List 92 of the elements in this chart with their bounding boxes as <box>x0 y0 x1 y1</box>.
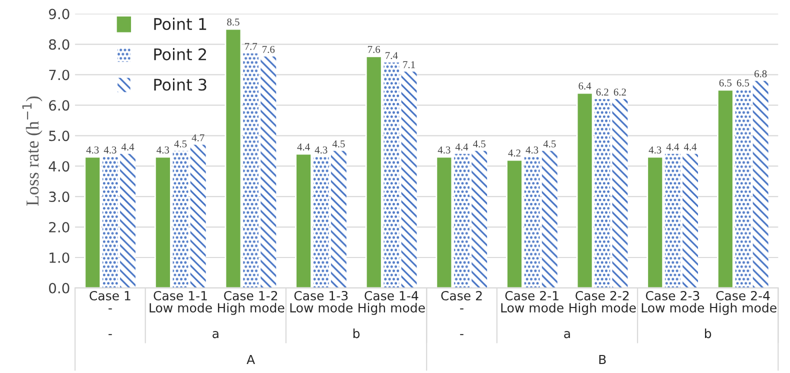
text: A <box>246 354 255 364</box>
data-label: 4.2 <box>508 150 520 157</box>
x-tick-label: Case 2 - <box>441 290 482 310</box>
data-label: 4.3 <box>104 146 116 154</box>
bar <box>576 92 594 288</box>
x-tick-label: Case 2-1 Low mode <box>501 290 564 313</box>
text: B <box>599 354 606 364</box>
bar <box>682 154 698 288</box>
data-label: 7.1 <box>403 61 415 68</box>
bar <box>646 156 664 288</box>
bar <box>295 153 312 288</box>
data-label: 4.5 <box>332 140 345 148</box>
text: a <box>212 331 218 338</box>
y-tick-label: 6.0 <box>49 100 70 111</box>
legend-label: Point 3 <box>154 78 206 91</box>
y-tick-label: 5.0 <box>49 130 70 142</box>
text: b <box>705 328 712 338</box>
data-label: 6.5 <box>736 79 750 86</box>
bar <box>735 90 751 288</box>
data-label: 4.4 <box>684 143 697 150</box>
bar <box>365 56 382 288</box>
text: - <box>460 334 464 336</box>
data-label: 7.7 <box>245 42 258 50</box>
bar <box>384 62 400 288</box>
bar <box>154 156 172 288</box>
text: - <box>108 334 112 336</box>
x-tick-label: Case 1-1 Low mode <box>150 290 212 313</box>
bar <box>716 89 734 288</box>
data-label: 4.4 <box>666 143 680 150</box>
data-label: 4.3 <box>314 146 328 154</box>
data-label: 6.4 <box>578 82 592 90</box>
data-label: 4.5 <box>473 140 486 148</box>
y-tick-label: 4.0 <box>48 161 70 172</box>
x-tick-label: Case 1-2 High mode <box>218 290 284 315</box>
x-tick-label: Case 1-3 Low mode <box>290 290 352 313</box>
bar <box>752 80 768 288</box>
x-tick-label: Case 1 - <box>90 290 130 310</box>
bar <box>313 156 329 288</box>
bar <box>102 156 118 288</box>
data-label: 4.3 <box>86 146 99 154</box>
data-label: 4.4 <box>121 143 134 150</box>
y-tick-label: 9.0 <box>48 8 70 20</box>
bar <box>260 56 276 288</box>
data-label: 7.6 <box>368 46 380 53</box>
y-tick-label: 3.0 <box>49 192 70 202</box>
y-tick-label: 0.0 <box>49 282 70 294</box>
bar <box>506 159 523 288</box>
bar <box>524 156 540 288</box>
data-label: 4.5 <box>174 140 187 148</box>
bar <box>664 154 680 288</box>
y-tick-label: 1.0 <box>50 252 70 263</box>
data-label: 6.2 <box>596 88 608 96</box>
data-label: 8.5 <box>227 18 240 26</box>
data-label: 6.2 <box>614 88 626 96</box>
text: a <box>564 331 570 338</box>
bar <box>612 99 628 288</box>
bar <box>542 150 558 288</box>
data-label: 4.4 <box>455 143 468 150</box>
data-label: 4.3 <box>648 146 662 154</box>
data-label: 4.3 <box>438 146 450 154</box>
x-tick-label: Case 2-3 Low mode <box>642 290 704 313</box>
bar <box>594 99 610 288</box>
y-tick-label: 7.0 <box>49 70 70 80</box>
bar <box>401 72 417 288</box>
legend-label: Point 2 <box>154 48 206 60</box>
legend-label: Point 1 <box>154 18 206 30</box>
bar <box>190 144 206 288</box>
y-tick-label: 8.0 <box>49 39 70 50</box>
y-tick-label: 2.0 <box>49 222 70 233</box>
x-tick-label: Case 2-2 High mode <box>570 290 636 315</box>
data-label: 4.3 <box>526 146 538 154</box>
bar <box>120 154 136 288</box>
data-label: 4.7 <box>192 134 204 142</box>
bar <box>454 154 470 288</box>
data-label: 6.5 <box>719 79 732 86</box>
bar <box>436 156 453 288</box>
data-label: 4.5 <box>543 140 556 148</box>
data-label: 4.3 <box>156 146 170 154</box>
data-label: 7.4 <box>386 52 398 60</box>
bar <box>84 156 102 288</box>
bar <box>330 150 346 288</box>
data-label: 6.8 <box>754 70 767 78</box>
bar <box>172 150 188 288</box>
x-tick-label: Case 1-4 High mode <box>358 290 425 315</box>
bar <box>472 150 488 288</box>
y-axis-title: Loss rate (h$^{−1}$) <box>22 96 42 206</box>
bar <box>224 28 242 288</box>
data-label: 4.4 <box>297 143 310 150</box>
text: b <box>353 328 360 338</box>
bar <box>243 53 259 288</box>
x-tick-label: Case 2-4 High mode <box>710 290 776 315</box>
data-label: 7.6 <box>262 46 275 53</box>
